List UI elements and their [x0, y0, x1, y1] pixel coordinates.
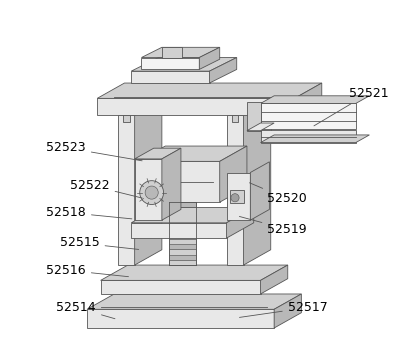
- Polygon shape: [169, 255, 196, 260]
- Polygon shape: [210, 58, 237, 83]
- Polygon shape: [243, 100, 271, 265]
- Bar: [87, 309, 274, 328]
- Bar: [232, 115, 238, 122]
- Polygon shape: [261, 135, 370, 143]
- Polygon shape: [169, 249, 196, 255]
- Polygon shape: [169, 260, 196, 265]
- Polygon shape: [169, 234, 196, 239]
- Polygon shape: [97, 83, 322, 98]
- Bar: [227, 115, 243, 265]
- Polygon shape: [227, 208, 254, 238]
- Text: 52520: 52520: [249, 183, 307, 205]
- Polygon shape: [169, 202, 196, 208]
- Polygon shape: [169, 213, 196, 218]
- Text: 52516: 52516: [46, 264, 129, 277]
- Circle shape: [140, 181, 163, 204]
- Bar: [101, 280, 261, 294]
- Polygon shape: [131, 71, 210, 83]
- Polygon shape: [169, 228, 196, 234]
- Bar: [134, 159, 162, 220]
- Text: 52519: 52519: [239, 216, 307, 236]
- Polygon shape: [87, 294, 301, 309]
- Polygon shape: [101, 265, 288, 280]
- Polygon shape: [169, 218, 196, 223]
- Polygon shape: [138, 146, 247, 161]
- Polygon shape: [134, 148, 181, 159]
- Text: 52522: 52522: [70, 179, 142, 198]
- Polygon shape: [169, 223, 196, 228]
- Polygon shape: [295, 83, 322, 115]
- Text: 52521: 52521: [314, 87, 388, 126]
- Polygon shape: [162, 148, 181, 220]
- Polygon shape: [247, 102, 261, 131]
- Polygon shape: [169, 239, 196, 244]
- Circle shape: [145, 186, 158, 199]
- Polygon shape: [131, 58, 237, 71]
- Bar: [123, 115, 129, 122]
- Text: 52523: 52523: [46, 141, 142, 161]
- Polygon shape: [142, 58, 199, 69]
- Text: 52515: 52515: [60, 236, 139, 249]
- Text: 52514: 52514: [57, 301, 115, 319]
- Polygon shape: [261, 265, 288, 294]
- Bar: [131, 223, 227, 238]
- Polygon shape: [199, 47, 220, 69]
- Bar: [261, 104, 356, 129]
- Polygon shape: [220, 146, 247, 202]
- Bar: [261, 102, 271, 131]
- Polygon shape: [134, 100, 162, 265]
- Polygon shape: [142, 47, 220, 58]
- Polygon shape: [131, 208, 254, 223]
- Text: 52517: 52517: [240, 301, 328, 317]
- Polygon shape: [169, 244, 196, 249]
- Polygon shape: [247, 123, 274, 131]
- Polygon shape: [169, 208, 196, 213]
- Polygon shape: [250, 162, 269, 220]
- Bar: [97, 98, 295, 115]
- Polygon shape: [261, 96, 370, 104]
- Bar: [261, 130, 356, 143]
- Bar: [227, 173, 250, 220]
- Bar: [230, 190, 243, 203]
- Polygon shape: [274, 294, 301, 328]
- Bar: [138, 161, 220, 202]
- Bar: [118, 115, 134, 265]
- Circle shape: [231, 194, 239, 202]
- Bar: [162, 47, 182, 58]
- Text: 52518: 52518: [46, 206, 132, 219]
